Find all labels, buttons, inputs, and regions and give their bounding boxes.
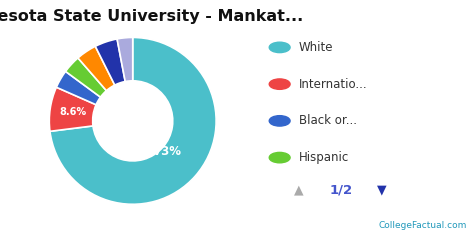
Text: ▼: ▼ bbox=[377, 183, 386, 196]
Text: 73%: 73% bbox=[153, 145, 181, 158]
Text: 8.6%: 8.6% bbox=[60, 107, 87, 117]
Text: Hispanic: Hispanic bbox=[299, 151, 349, 164]
Wedge shape bbox=[117, 37, 133, 82]
Text: 1/2: 1/2 bbox=[330, 183, 353, 196]
Wedge shape bbox=[49, 87, 96, 131]
Text: ▲: ▲ bbox=[294, 183, 303, 196]
Wedge shape bbox=[50, 37, 216, 204]
Wedge shape bbox=[78, 46, 115, 91]
Wedge shape bbox=[65, 58, 107, 97]
Text: Black or...: Black or... bbox=[299, 114, 356, 127]
Wedge shape bbox=[95, 39, 125, 85]
Text: CollegeFactual.com: CollegeFactual.com bbox=[379, 221, 467, 230]
Text: Minnesota State University - Mankat...: Minnesota State University - Mankat... bbox=[0, 9, 303, 24]
Text: White: White bbox=[299, 41, 333, 54]
Text: Internatio...: Internatio... bbox=[299, 78, 367, 91]
Wedge shape bbox=[56, 71, 100, 105]
